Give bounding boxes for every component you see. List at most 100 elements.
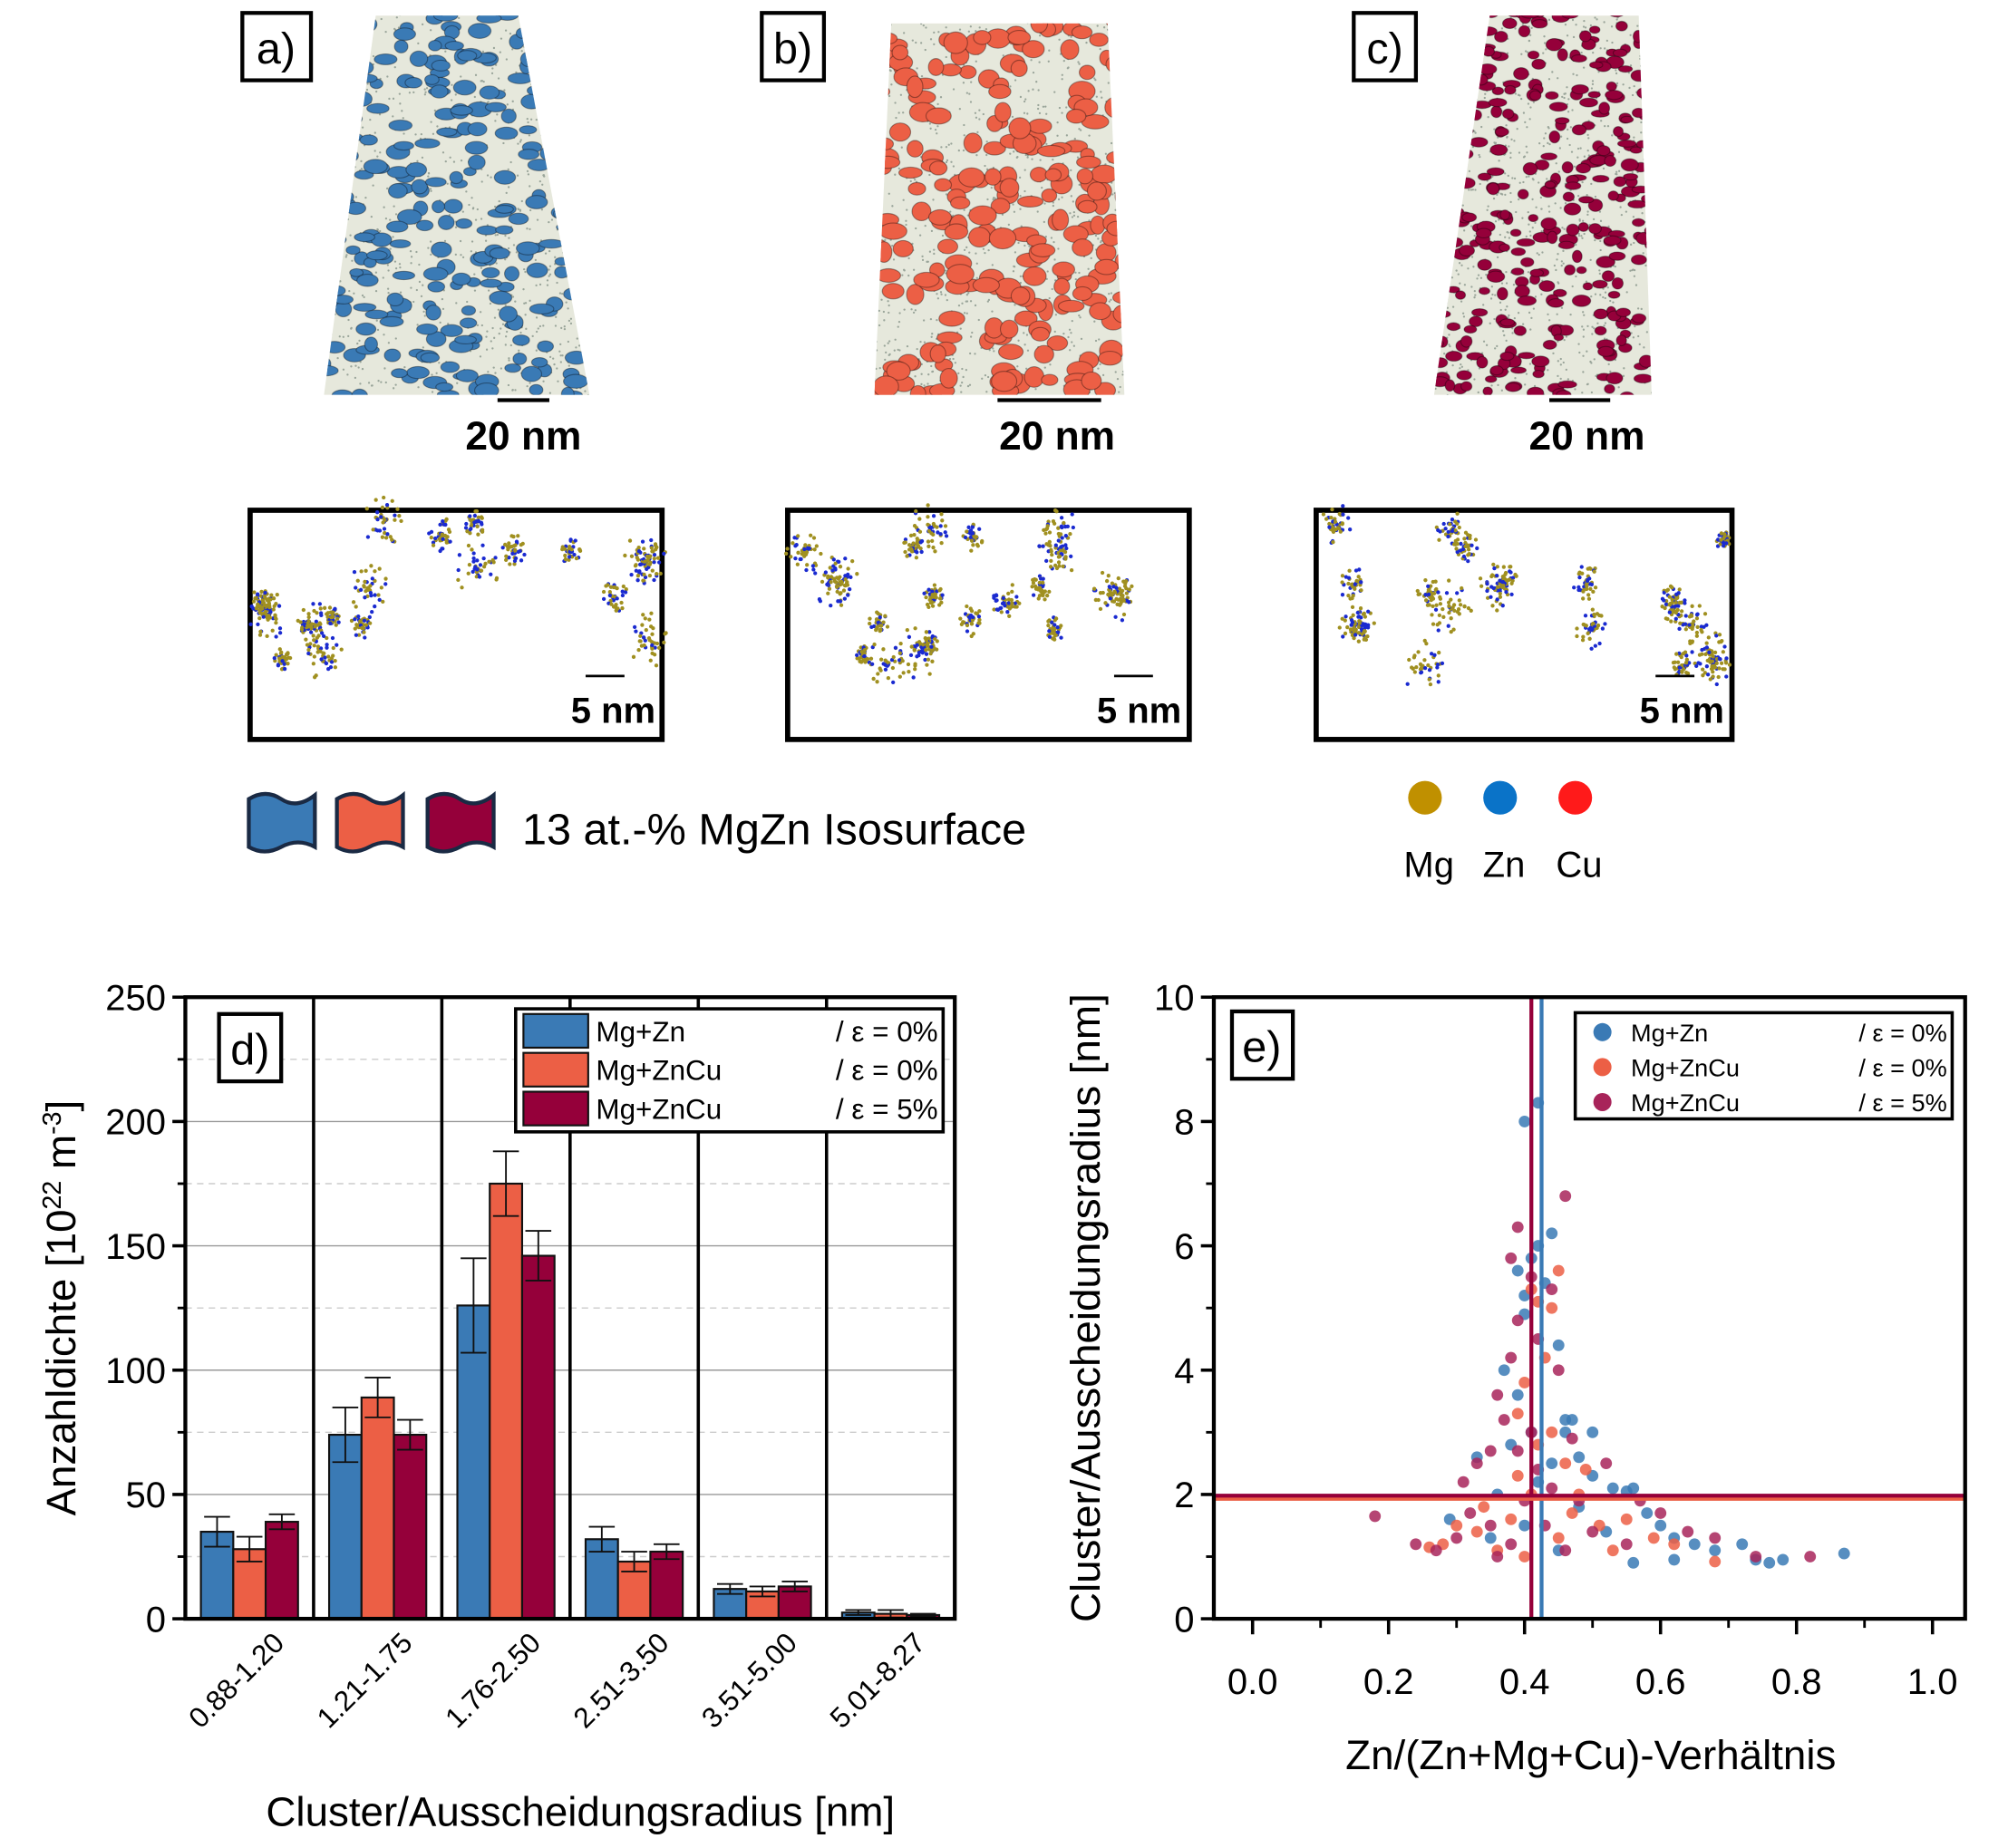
isosurface-cluster [354, 232, 376, 243]
matrix-atom [1120, 34, 1122, 37]
atom [1065, 524, 1070, 529]
matrix-atom [1582, 311, 1585, 314]
atom [471, 559, 476, 564]
matrix-atom [519, 331, 522, 334]
isosurface-cluster [1041, 188, 1058, 203]
atom [1091, 586, 1097, 591]
matrix-atom [1017, 339, 1020, 342]
matrix-atom [1540, 230, 1543, 233]
matrix-atom [1061, 111, 1063, 114]
matrix-atom [569, 322, 573, 325]
atom [814, 544, 819, 548]
matrix-atom [918, 234, 922, 237]
atom [926, 605, 931, 610]
isosurface-cluster [577, 41, 590, 53]
isosurface-cluster [1433, 211, 1443, 225]
atom [645, 554, 650, 559]
isosurface-cluster [1613, 176, 1627, 188]
matrix-atom [1023, 111, 1026, 114]
atom [928, 651, 933, 656]
reconstruction-a [324, 13, 590, 395]
matrix-atom [905, 219, 907, 222]
isosurface-cluster [1111, 66, 1125, 83]
atom [909, 549, 915, 554]
matrix-atom [900, 146, 903, 149]
matrix-atom [338, 193, 341, 196]
matrix-atom [1505, 124, 1508, 127]
atom [373, 569, 377, 574]
matrix-atom [420, 132, 422, 136]
atom [259, 589, 264, 594]
matrix-atom [962, 375, 965, 379]
matrix-atom [965, 246, 968, 249]
isosurface-cluster [553, 208, 571, 220]
matrix-atom [1110, 292, 1113, 295]
atom [641, 635, 646, 640]
matrix-atom [1529, 328, 1532, 331]
atom [363, 579, 367, 585]
matrix-atom [546, 279, 549, 282]
matrix-atom [586, 90, 588, 92]
matrix-atom [1463, 229, 1466, 232]
isosurface-cluster [1445, 350, 1463, 362]
matrix-atom [326, 343, 329, 345]
matrix-atom [325, 358, 328, 361]
isosurface-cluster [1598, 102, 1611, 115]
isosurface-cluster [324, 20, 338, 35]
atom [859, 660, 864, 664]
matrix-atom [366, 42, 369, 44]
matrix-atom [444, 50, 447, 53]
matrix-atom [1108, 300, 1111, 303]
atom [976, 614, 982, 619]
matrix-atom [878, 43, 880, 45]
matrix-atom [1061, 78, 1063, 81]
atom [644, 627, 648, 633]
atom [933, 549, 937, 554]
matrix-atom [1482, 21, 1485, 24]
scale-label-a: 20 nm [465, 414, 581, 459]
matrix-atom [1643, 346, 1645, 349]
matrix-atom [1104, 152, 1108, 155]
atom [785, 547, 790, 551]
matrix-atom [1448, 204, 1451, 207]
atom [384, 502, 390, 508]
matrix-atom [992, 198, 994, 201]
matrix-atom [531, 334, 534, 338]
isosurface-cluster [1631, 185, 1651, 194]
matrix-atom [575, 346, 577, 349]
matrix-atom [366, 82, 369, 85]
matrix-atom [493, 316, 497, 319]
matrix-atom [1526, 126, 1528, 129]
matrix-atom [1521, 23, 1524, 25]
isosurface-cluster [1528, 90, 1542, 102]
matrix-atom [517, 13, 519, 15]
isosurface-cluster [1510, 247, 1527, 256]
matrix-atom [877, 193, 880, 196]
matrix-atom [1062, 332, 1065, 335]
matrix-atom [372, 63, 374, 66]
matrix-atom [1496, 344, 1499, 348]
matrix-atom [959, 327, 962, 330]
matrix-atom [965, 92, 969, 94]
matrix-atom [1071, 319, 1073, 323]
matrix-atom [386, 264, 390, 266]
matrix-atom [878, 128, 880, 131]
atom [331, 653, 335, 658]
matrix-atom [1466, 146, 1469, 150]
matrix-atom [544, 252, 548, 255]
matrix-atom [1461, 204, 1464, 207]
atom [312, 654, 316, 659]
matrix-atom [1631, 171, 1634, 174]
isosurface-cluster [1441, 44, 1457, 57]
atom [642, 547, 646, 551]
matrix-atom [1052, 158, 1054, 161]
matrix-atom [950, 142, 953, 145]
matrix-atom [456, 382, 459, 384]
atom [1060, 536, 1064, 540]
isosurface-cluster [1647, 132, 1652, 140]
atom [470, 547, 474, 552]
atom [487, 559, 491, 564]
isosurface-cluster [1577, 221, 1589, 232]
matrix-atom [1449, 257, 1451, 260]
matrix-atom [1525, 235, 1528, 237]
